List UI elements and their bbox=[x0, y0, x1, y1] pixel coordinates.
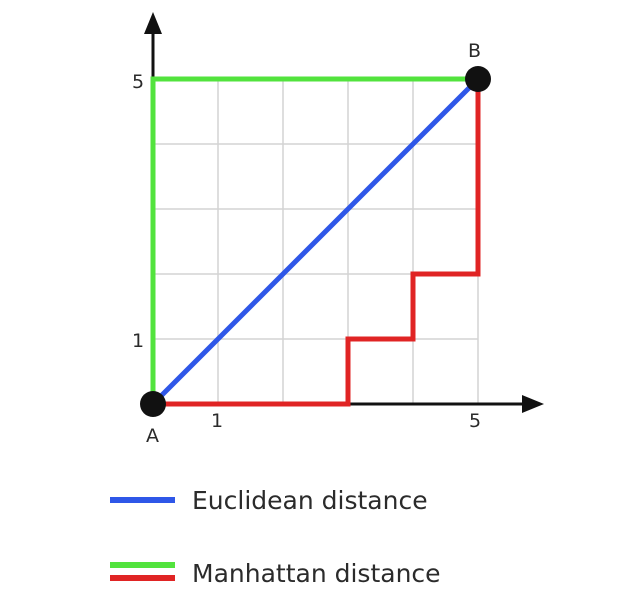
point-a bbox=[140, 391, 166, 417]
x-tick-label-5: 5 bbox=[469, 410, 481, 432]
y-tick-label-5: 5 bbox=[132, 71, 144, 93]
x-axis-arrow-icon bbox=[522, 395, 544, 413]
x-tick-label-1: 1 bbox=[211, 410, 223, 432]
legend: Euclidean distance Manhattan distance bbox=[110, 486, 441, 588]
manhattan-path-green bbox=[150, 76, 478, 404]
legend-euclidean-label: Euclidean distance bbox=[192, 486, 428, 515]
point-b-label: B bbox=[468, 40, 481, 62]
y-tick-label-1: 1 bbox=[132, 330, 144, 352]
point-a-label: A bbox=[146, 425, 159, 447]
point-b bbox=[465, 66, 491, 92]
manhattan-path-red bbox=[153, 79, 481, 407]
y-axis-arrow-icon bbox=[144, 12, 162, 34]
legend-manhattan-label: Manhattan distance bbox=[192, 559, 441, 588]
euclidean-path bbox=[150, 76, 481, 407]
